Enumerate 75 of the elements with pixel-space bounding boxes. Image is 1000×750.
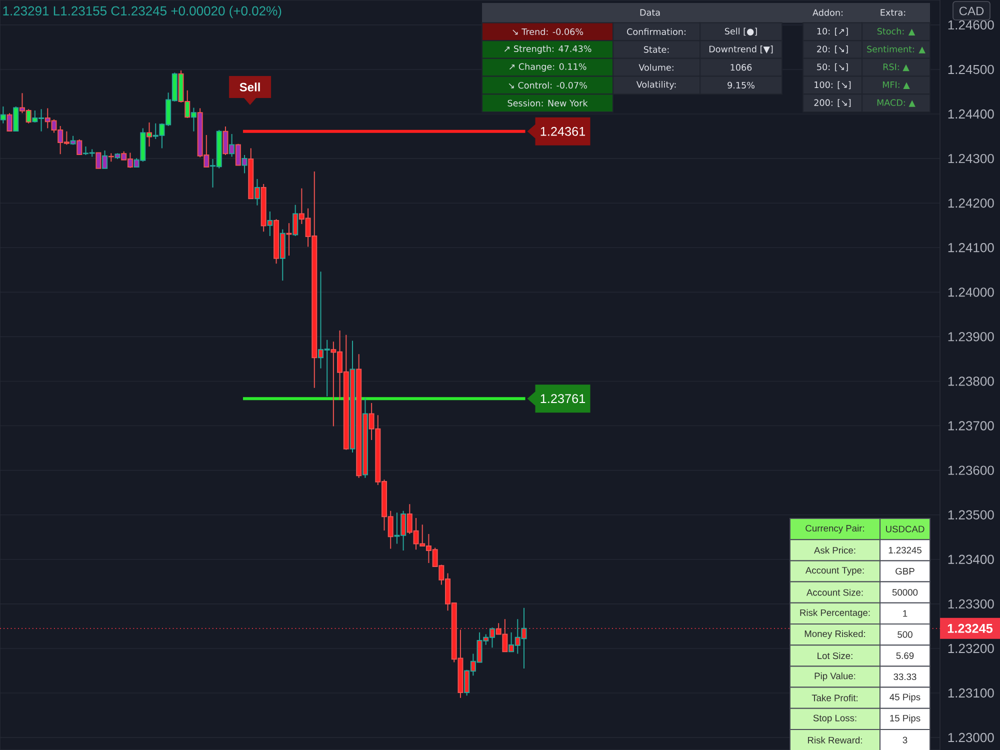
annotation: Ask Price: [814,546,856,554]
candlestick [0,106,6,124]
annotation: ↗ Change: 0.11% [509,63,586,72]
annotation: RSI: ▲ [883,64,910,72]
annotation: 3 [902,736,908,744]
annotation: 45 Pips [890,694,920,702]
y-tick-label: 1.23900 [948,332,994,342]
y-tick-label: 1.23800 [948,376,994,386]
annotation: Session: New York [508,100,588,106]
y-tick-label: 1.24500 [948,64,994,74]
annotation: GBP [896,568,914,575]
annotation: 1.23245 [888,546,922,554]
annotation: USDCAD [886,526,924,532]
annotation: Currency Pair: [806,524,864,534]
annotation: Data [640,9,660,16]
annotation: 1.23291 L1.23155 C1.23245 +0.00020 (+0.02%) [3,6,282,18]
y-tick-label: 1.24400 [948,109,994,119]
annotation: Sentiment: ▲ [867,46,926,54]
annotation: 33.33 [894,673,916,680]
candlestick [6,112,12,132]
ref-line-label: 1.24361 [540,126,586,136]
annotation: ↗ Strength: 47.43% [504,45,592,54]
y-tick-label: 1.23600 [948,466,994,475]
annotation: Pip Value: [814,672,856,682]
annotation: Risk Reward: [808,736,862,744]
annotation: Addon: [812,9,842,16]
annotation: 50: [↘] [817,63,848,72]
annotation: 5.69 [896,652,914,659]
annotation: Take Profit: [812,694,858,702]
annotation: Sell [240,82,260,92]
y-tick-label: 1.23100 [948,688,994,698]
text: CAD [959,6,984,16]
annotation: Account Size: [806,588,863,596]
annotation: ↘ Control: -0.07% [508,82,587,89]
annotation: Lot Size: [818,652,852,660]
candlestick [13,106,19,132]
y-tick-label: 1.23400 [948,554,994,564]
y-tick-label: 1.24000 [948,288,994,297]
ref-line-label: 1.23245 [948,624,993,633]
annotation: Extra: [880,9,906,16]
ref-line-label: 1.23761 [540,394,586,404]
annotation: Money Risked: [804,630,865,639]
annotation: ↘ Trend: -0.06% [512,28,584,36]
annotation: Stop Loss: [813,714,856,724]
annotation: 10: [↗] [817,28,848,36]
annotation: MACD: ▲ [877,99,916,107]
annotation: Risk Percentage: [800,609,870,618]
annotation: 15 Pips [890,714,920,724]
annotation: Confirmation: [627,28,686,36]
annotation: 1 [903,610,908,617]
y-tick-label: 1.23700 [948,421,994,430]
y-tick-label: 1.23300 [948,599,994,609]
annotation: 50000 [892,589,918,596]
annotation: Sell [●] [724,28,757,36]
annotation: Downtrend [▼] [709,46,773,54]
y-tick-label: 1.24300 [948,154,994,164]
annotation: Volume: [638,64,674,71]
annotation: 500 [898,631,912,638]
annotation: State: [644,46,669,53]
annotation: Stoch: ▲ [877,28,916,36]
y-tick-label: 1.24600 [948,20,994,30]
annotation: 1066 [730,64,752,71]
annotation: 200: [↘] [814,99,851,108]
annotation: 20: [↘] [817,46,848,54]
annotation: 9.15% [728,82,754,89]
annotation: Volatility: [636,80,676,90]
y-tick-label: 1.24100 [948,243,994,252]
y-tick-label: 1.23500 [948,510,994,520]
annotation: MFI: ▲ [882,81,910,89]
y-tick-label: 1.23200 [948,644,994,654]
annotation: 100: [↘] [814,81,851,90]
candlestick [108,152,114,162]
y-tick-label: 1.24200 [948,198,994,208]
annotation: Account Type: [805,567,864,576]
y-tick-label: 1.23000 [948,732,994,742]
